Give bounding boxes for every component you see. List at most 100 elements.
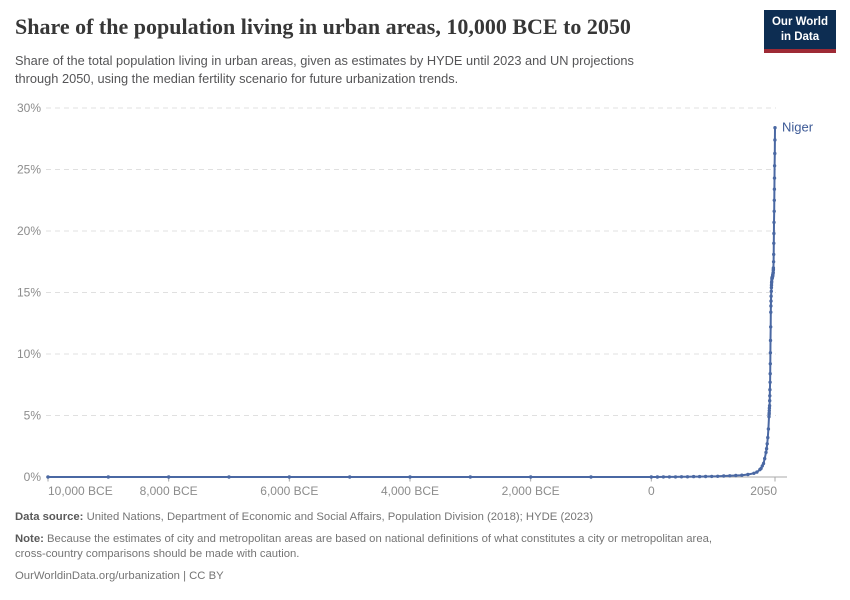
data-point[interactable] [768,362,772,366]
note-text-line2: cross-country comparisons should be made… [15,548,300,561]
data-point[interactable] [771,271,775,275]
data-point[interactable] [649,475,653,479]
series-line[interactable] [47,126,776,478]
data-point[interactable] [772,198,776,202]
data-point[interactable] [767,404,772,408]
data-point[interactable] [728,474,732,478]
y-tick-label: 20% [17,224,41,238]
x-tick-label: 2,000 BCE [502,484,560,498]
data-point[interactable] [768,388,772,392]
data-point[interactable] [772,209,776,213]
y-tick-label: 0% [24,470,42,484]
data-point[interactable] [767,411,771,415]
note-label: Note: [15,532,44,545]
data-point[interactable] [722,474,726,478]
series-label[interactable]: Niger [782,120,814,135]
data-point[interactable] [761,461,766,466]
data-point[interactable] [227,475,231,479]
data-point[interactable] [768,399,772,403]
data-point[interactable] [763,456,767,461]
data-point[interactable] [772,241,776,245]
x-tick-label: 2050 [750,484,777,498]
data-point[interactable] [589,475,593,479]
data-point[interactable] [655,475,660,479]
data-point[interactable] [772,220,776,225]
data-point[interactable] [772,176,777,180]
data-point[interactable] [752,471,756,475]
data-point[interactable] [768,372,772,376]
data-point[interactable] [673,475,678,479]
note-line: Note: Because the estimates of city and … [15,532,831,563]
data-point[interactable] [772,231,776,236]
data-point[interactable] [769,285,774,290]
data-point[interactable] [764,447,769,451]
data-source-label: Data source: [15,511,84,523]
data-point[interactable] [766,435,770,440]
data-point[interactable] [773,138,777,142]
data-point[interactable] [769,283,774,287]
data-point[interactable] [773,126,777,130]
data-point[interactable] [529,475,533,479]
data-point[interactable] [710,474,714,479]
owid-logo-line1: Our World [771,16,828,28]
data-point[interactable] [765,442,769,446]
data-source-line: Data source: United Nations, Department … [15,510,831,526]
data-point[interactable] [679,475,684,479]
data-point[interactable] [697,474,702,479]
x-tick-label: 4,000 BCE [381,484,439,498]
x-tick-label: 8,000 BCE [140,484,198,498]
data-point[interactable] [767,415,771,419]
data-point[interactable] [772,187,777,191]
data-point[interactable] [740,473,744,477]
data-point[interactable] [661,475,666,479]
data-point[interactable] [746,472,750,477]
data-point[interactable] [772,164,777,168]
data-point[interactable] [771,260,776,264]
data-point[interactable] [768,394,772,398]
x-tick-label: 10,000 BCE [48,484,113,498]
data-point[interactable] [408,475,412,479]
data-point[interactable] [772,252,776,257]
data-point[interactable] [767,408,771,413]
data-point[interactable] [703,474,708,479]
x-tick-label: 6,000 BCE [260,484,318,498]
data-point[interactable] [769,304,773,308]
data-point[interactable] [755,470,759,474]
data-point[interactable] [348,475,352,479]
data-point[interactable] [468,475,472,479]
data-point[interactable] [769,294,773,298]
data-point[interactable] [771,266,776,270]
y-tick-label: 25% [17,163,41,177]
chart-title: Share of the population living in urban … [15,14,631,39]
data-point[interactable] [734,473,738,478]
data-point[interactable] [716,474,720,478]
data-point[interactable] [769,310,773,314]
data-point[interactable] [106,475,111,479]
x-tick-label: 0 [648,484,655,498]
data-point[interactable] [769,299,773,303]
data-point[interactable] [764,450,768,455]
data-point[interactable] [769,325,773,329]
data-point[interactable] [768,351,773,355]
data-point[interactable] [167,475,171,479]
data-point[interactable] [766,427,771,431]
chart-subtitle-line2: through 2050, using the median fertility… [15,71,459,87]
data-point[interactable] [287,475,291,479]
data-point[interactable] [769,289,773,293]
line-chart: 0% 5% 10% 15% 20% 25% 30% 10,000 BCE 8,000 BCE 6,… [17,101,814,498]
data-point[interactable] [46,475,50,479]
data-point[interactable] [768,338,773,343]
y-tick-label: 30% [17,101,41,115]
owid-logo: Our World in Data [763,10,836,53]
citation-link[interactable]: OurWorldinData.org/urbanization | CC BY [15,569,224,582]
data-source-text: United Nations, Department of Economic a… [86,511,594,523]
y-tick-label: 15% [17,286,41,300]
data-point[interactable] [667,475,672,479]
note-text-line1: Because the estimates of city and metrop… [47,532,713,545]
chart-footer: Data source: United Nations, Department … [15,510,831,590]
data-point[interactable] [773,151,777,156]
owid-logo-line2: in Data [780,30,820,43]
data-point[interactable] [685,475,690,479]
data-point[interactable] [691,474,696,479]
data-point[interactable] [768,380,772,384]
